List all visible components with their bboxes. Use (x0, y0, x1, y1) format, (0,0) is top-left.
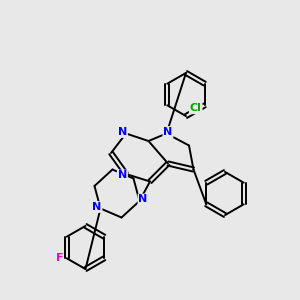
Text: N: N (139, 194, 148, 205)
Text: N: N (118, 170, 127, 181)
Text: N: N (92, 202, 101, 212)
Text: N: N (118, 127, 127, 137)
Text: F: F (56, 253, 63, 263)
Text: Cl: Cl (190, 103, 202, 113)
Text: N: N (164, 127, 172, 137)
